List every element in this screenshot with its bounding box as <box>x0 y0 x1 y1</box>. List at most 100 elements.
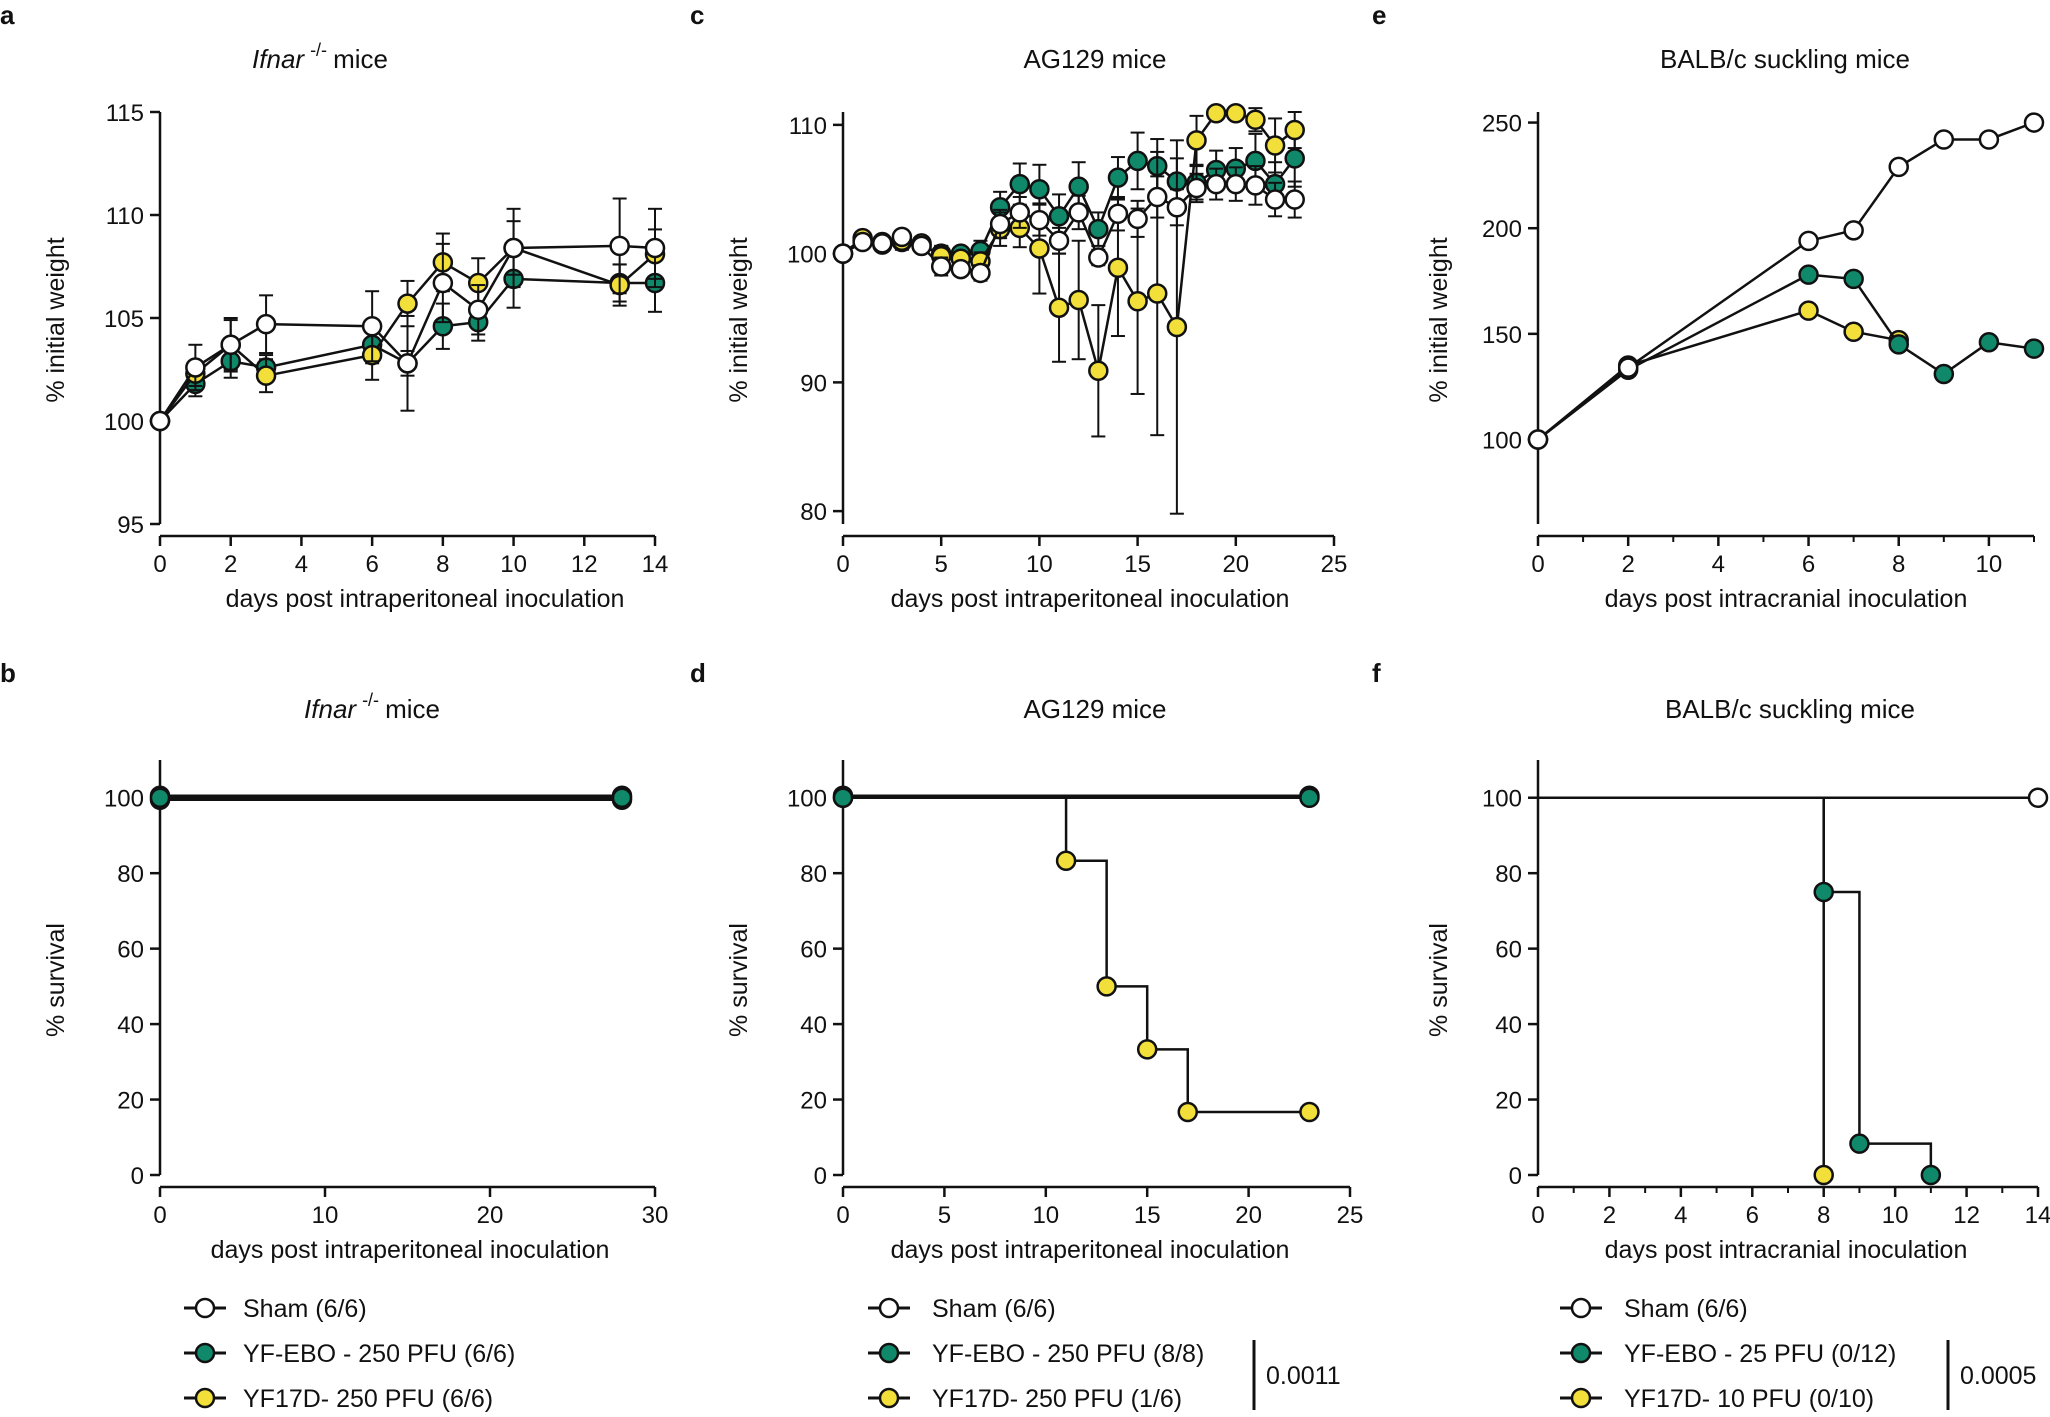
e-xtick-label: 10 <box>1976 551 2003 578</box>
e-sham-point <box>2023 112 2045 133</box>
a-sham-point <box>220 334 241 356</box>
legend-f-swatch-sham <box>1570 1297 1592 1319</box>
c-yf17d-point <box>1205 103 1227 124</box>
a-ytick-label: 100 <box>104 409 144 436</box>
f-xtick-label: 4 <box>1674 1202 1687 1229</box>
f-yfebo-point <box>1920 1164 1942 1186</box>
panel-f-title: BALB/c suckling mice <box>1665 694 1915 724</box>
e-sham-point <box>1843 220 1864 241</box>
e-xtick-label: 2 <box>1622 551 1635 578</box>
a-ytick-label: 105 <box>104 306 144 333</box>
c-yf17d-point <box>1146 283 1168 304</box>
chart-e: 100 150 200 250 0 2 4 6 8 10 <box>1482 111 2045 578</box>
d-yf17d-step-line <box>843 796 1310 1114</box>
c-yf17d-point <box>1107 257 1129 279</box>
legend-b-item-sham: Sham (6/6) <box>243 1295 367 1323</box>
panel-b-title-italic: Ifnar <box>304 694 357 724</box>
a-sham-point <box>432 272 454 294</box>
a-sham-point <box>361 315 383 337</box>
e-xtick-label: 0 <box>1531 551 1544 578</box>
panel-f-xlabel: days post intracranial inoculation <box>1605 1236 1968 1264</box>
e-yfebo-point <box>2023 338 2045 359</box>
c-yfebo-point <box>1088 218 1109 240</box>
panel-d-ylabel: % survival <box>725 923 753 1037</box>
a-xtick-label: 12 <box>571 551 598 578</box>
c-yfebo-point <box>1107 167 1129 188</box>
e-xtick-label: 6 <box>1802 551 1815 578</box>
a-sham-point <box>644 237 666 259</box>
c-yf17d-point <box>1029 238 1050 259</box>
c-yf17d-point <box>1245 109 1266 130</box>
c-sham-point <box>1068 202 1089 223</box>
panel-c-title: AG129 mice <box>1023 44 1166 74</box>
a-sham-point <box>149 410 171 432</box>
d-yfebo-point <box>832 787 854 808</box>
d-ytick-label: 0 <box>814 1163 827 1190</box>
b-yfebo-point <box>149 787 171 808</box>
c-yf17d-point <box>1186 130 1207 151</box>
c-sham-point <box>1205 173 1227 195</box>
c-sham-point <box>1166 197 1188 218</box>
d-yf17d-point <box>1136 1039 1158 1060</box>
c-sham-point <box>1146 186 1168 208</box>
c-xtick-label: 20 <box>1222 551 1249 578</box>
legend-b-swatch-yf17d <box>194 1387 216 1409</box>
a-sham-point <box>397 353 418 374</box>
e-xtick-label: 8 <box>1892 551 1905 578</box>
e-yfebo-point <box>1978 332 2000 353</box>
f-yfebo-point <box>1849 1133 1870 1154</box>
b-xtick-label: 10 <box>312 1202 339 1229</box>
e-ytick-label: 200 <box>1482 216 1522 243</box>
panel-letter-a: a <box>0 0 15 30</box>
a-xtick-label: 4 <box>295 551 308 578</box>
a-ytick-label: 115 <box>106 100 144 127</box>
panel-f-ylabel: % survival <box>1425 923 1453 1037</box>
c-yf17d-point <box>1225 103 1247 124</box>
c-sham-point <box>1107 203 1129 224</box>
e-sham-point <box>1617 357 1639 378</box>
c-yfebo-point <box>1029 179 1050 200</box>
a-xtick-label: 6 <box>365 551 378 578</box>
c-sham-point <box>1264 189 1286 210</box>
legend-d-item-yf17d: YF17D- 250 PFU (1/6) <box>932 1385 1182 1413</box>
b-xtick-label: 30 <box>642 1202 669 1229</box>
f-xtick-label: 6 <box>1746 1202 1759 1229</box>
c-xtick-label: 15 <box>1124 551 1151 578</box>
legend-d-item-sham: Sham (6/6) <box>932 1295 1056 1323</box>
f-xtick-label: 0 <box>1531 1202 1544 1229</box>
e-ytick-label: 250 <box>1482 111 1522 138</box>
e-yfebo-point <box>1843 268 1864 290</box>
b-xtick-label: 20 <box>477 1202 504 1229</box>
e-sham-point <box>1888 156 1909 178</box>
f-xtick-label: 10 <box>1882 1202 1909 1229</box>
f-ytick-label: 60 <box>1495 937 1522 964</box>
c-yf17d-point <box>1048 297 1070 318</box>
f-ytick-label: 40 <box>1495 1012 1522 1039</box>
f-ytick-label: 100 <box>1482 786 1522 813</box>
legend-f-item-yfebo: YF-EBO - 25 PFU (0/12) <box>1624 1340 1896 1368</box>
c-sham-point <box>1029 209 1050 231</box>
a-xtick-label: 10 <box>500 551 527 578</box>
c-yf17d-point <box>1127 291 1148 312</box>
c-sham-point <box>1245 175 1266 196</box>
b-ytick-label: 100 <box>104 786 144 813</box>
c-xtick-label: 0 <box>836 551 849 578</box>
panel-c-ylabel: % initial weight <box>725 237 753 402</box>
c-sham-point <box>989 213 1011 235</box>
d-yf17d-point <box>1299 1101 1320 1123</box>
c-yf17d-point <box>1284 119 1305 141</box>
e-xtick-label: 4 <box>1712 551 1725 578</box>
c-yfebo-point <box>1009 173 1031 195</box>
c-sham-point <box>1088 247 1109 268</box>
panel-a-xlabel: days post intraperitoneal inoculation <box>226 585 625 613</box>
panel-b-title-sup: -/- <box>362 690 379 710</box>
a-sham-point <box>467 299 489 321</box>
legend-b-item-yf17d: YF17D- 250 PFU (6/6) <box>243 1385 493 1413</box>
e-ytick-label: 150 <box>1482 322 1522 349</box>
legend-b: Sham (6/6) YF-EBO - 250 PFU (6/6) YF17D-… <box>184 1295 515 1413</box>
a-sham-point <box>255 313 277 335</box>
f-ytick-label: 0 <box>1509 1163 1522 1190</box>
a-yf17d-point <box>255 365 277 386</box>
chart-b: 0 20 40 60 80 100 0 10 20 30 <box>104 760 668 1229</box>
d-yfebo-point <box>1299 787 1320 808</box>
